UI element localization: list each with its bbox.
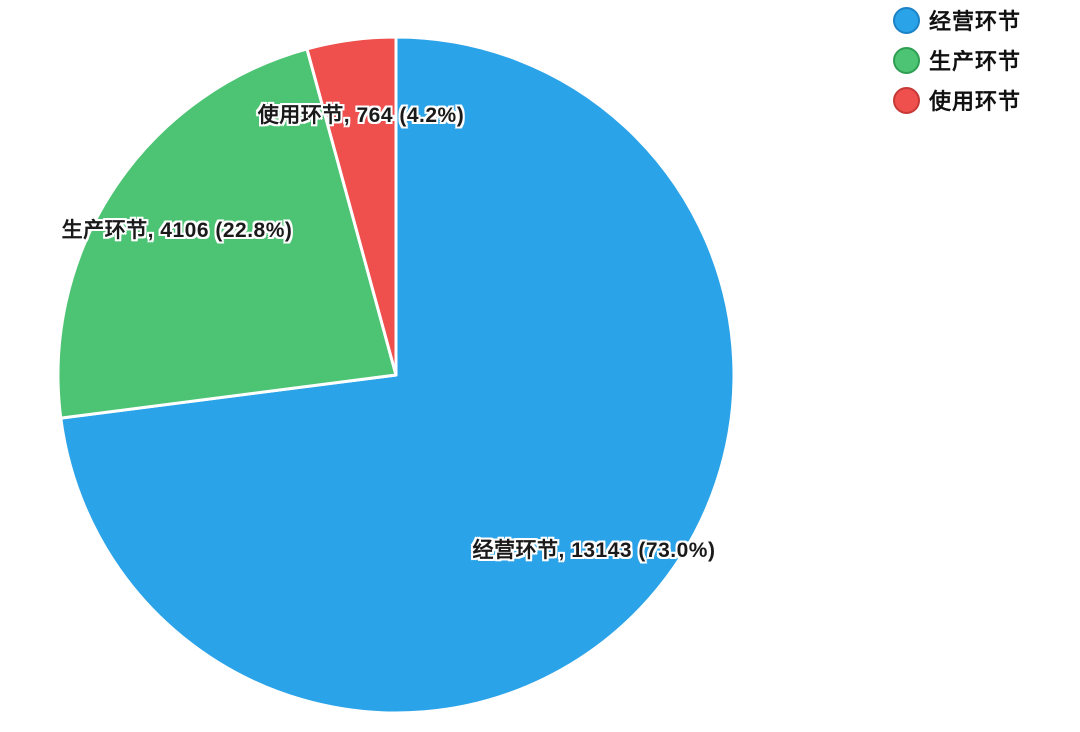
legend-marker-circle-icon (893, 6, 920, 34)
legend-marker-circle-icon (893, 86, 920, 114)
legend-item-label: 使用环节 (929, 89, 1022, 114)
legend-item-label: 经营环节 (929, 9, 1022, 34)
legend-marker-circle-icon (893, 46, 920, 74)
legend-item-1: 生产环节 (893, 45, 1021, 75)
legend-item-0: 经营环节 (893, 5, 1021, 35)
legend-item-label: 生产环节 (929, 49, 1022, 74)
pie-slice-1 (56, 47, 398, 420)
slice-label-0: 经营环节, 13143 (73.0%) (472, 539, 716, 562)
legend: 经营环节 生产环节 使用环节 (893, 5, 1021, 115)
legend-item-2: 使用环节 (893, 85, 1021, 115)
pie-slice-2 (305, 35, 398, 377)
slice-label-1: 生产环节, 4106 (22.8%) (61, 219, 293, 242)
slice-label-2: 使用环节, 764 (4.2%) (257, 104, 465, 127)
